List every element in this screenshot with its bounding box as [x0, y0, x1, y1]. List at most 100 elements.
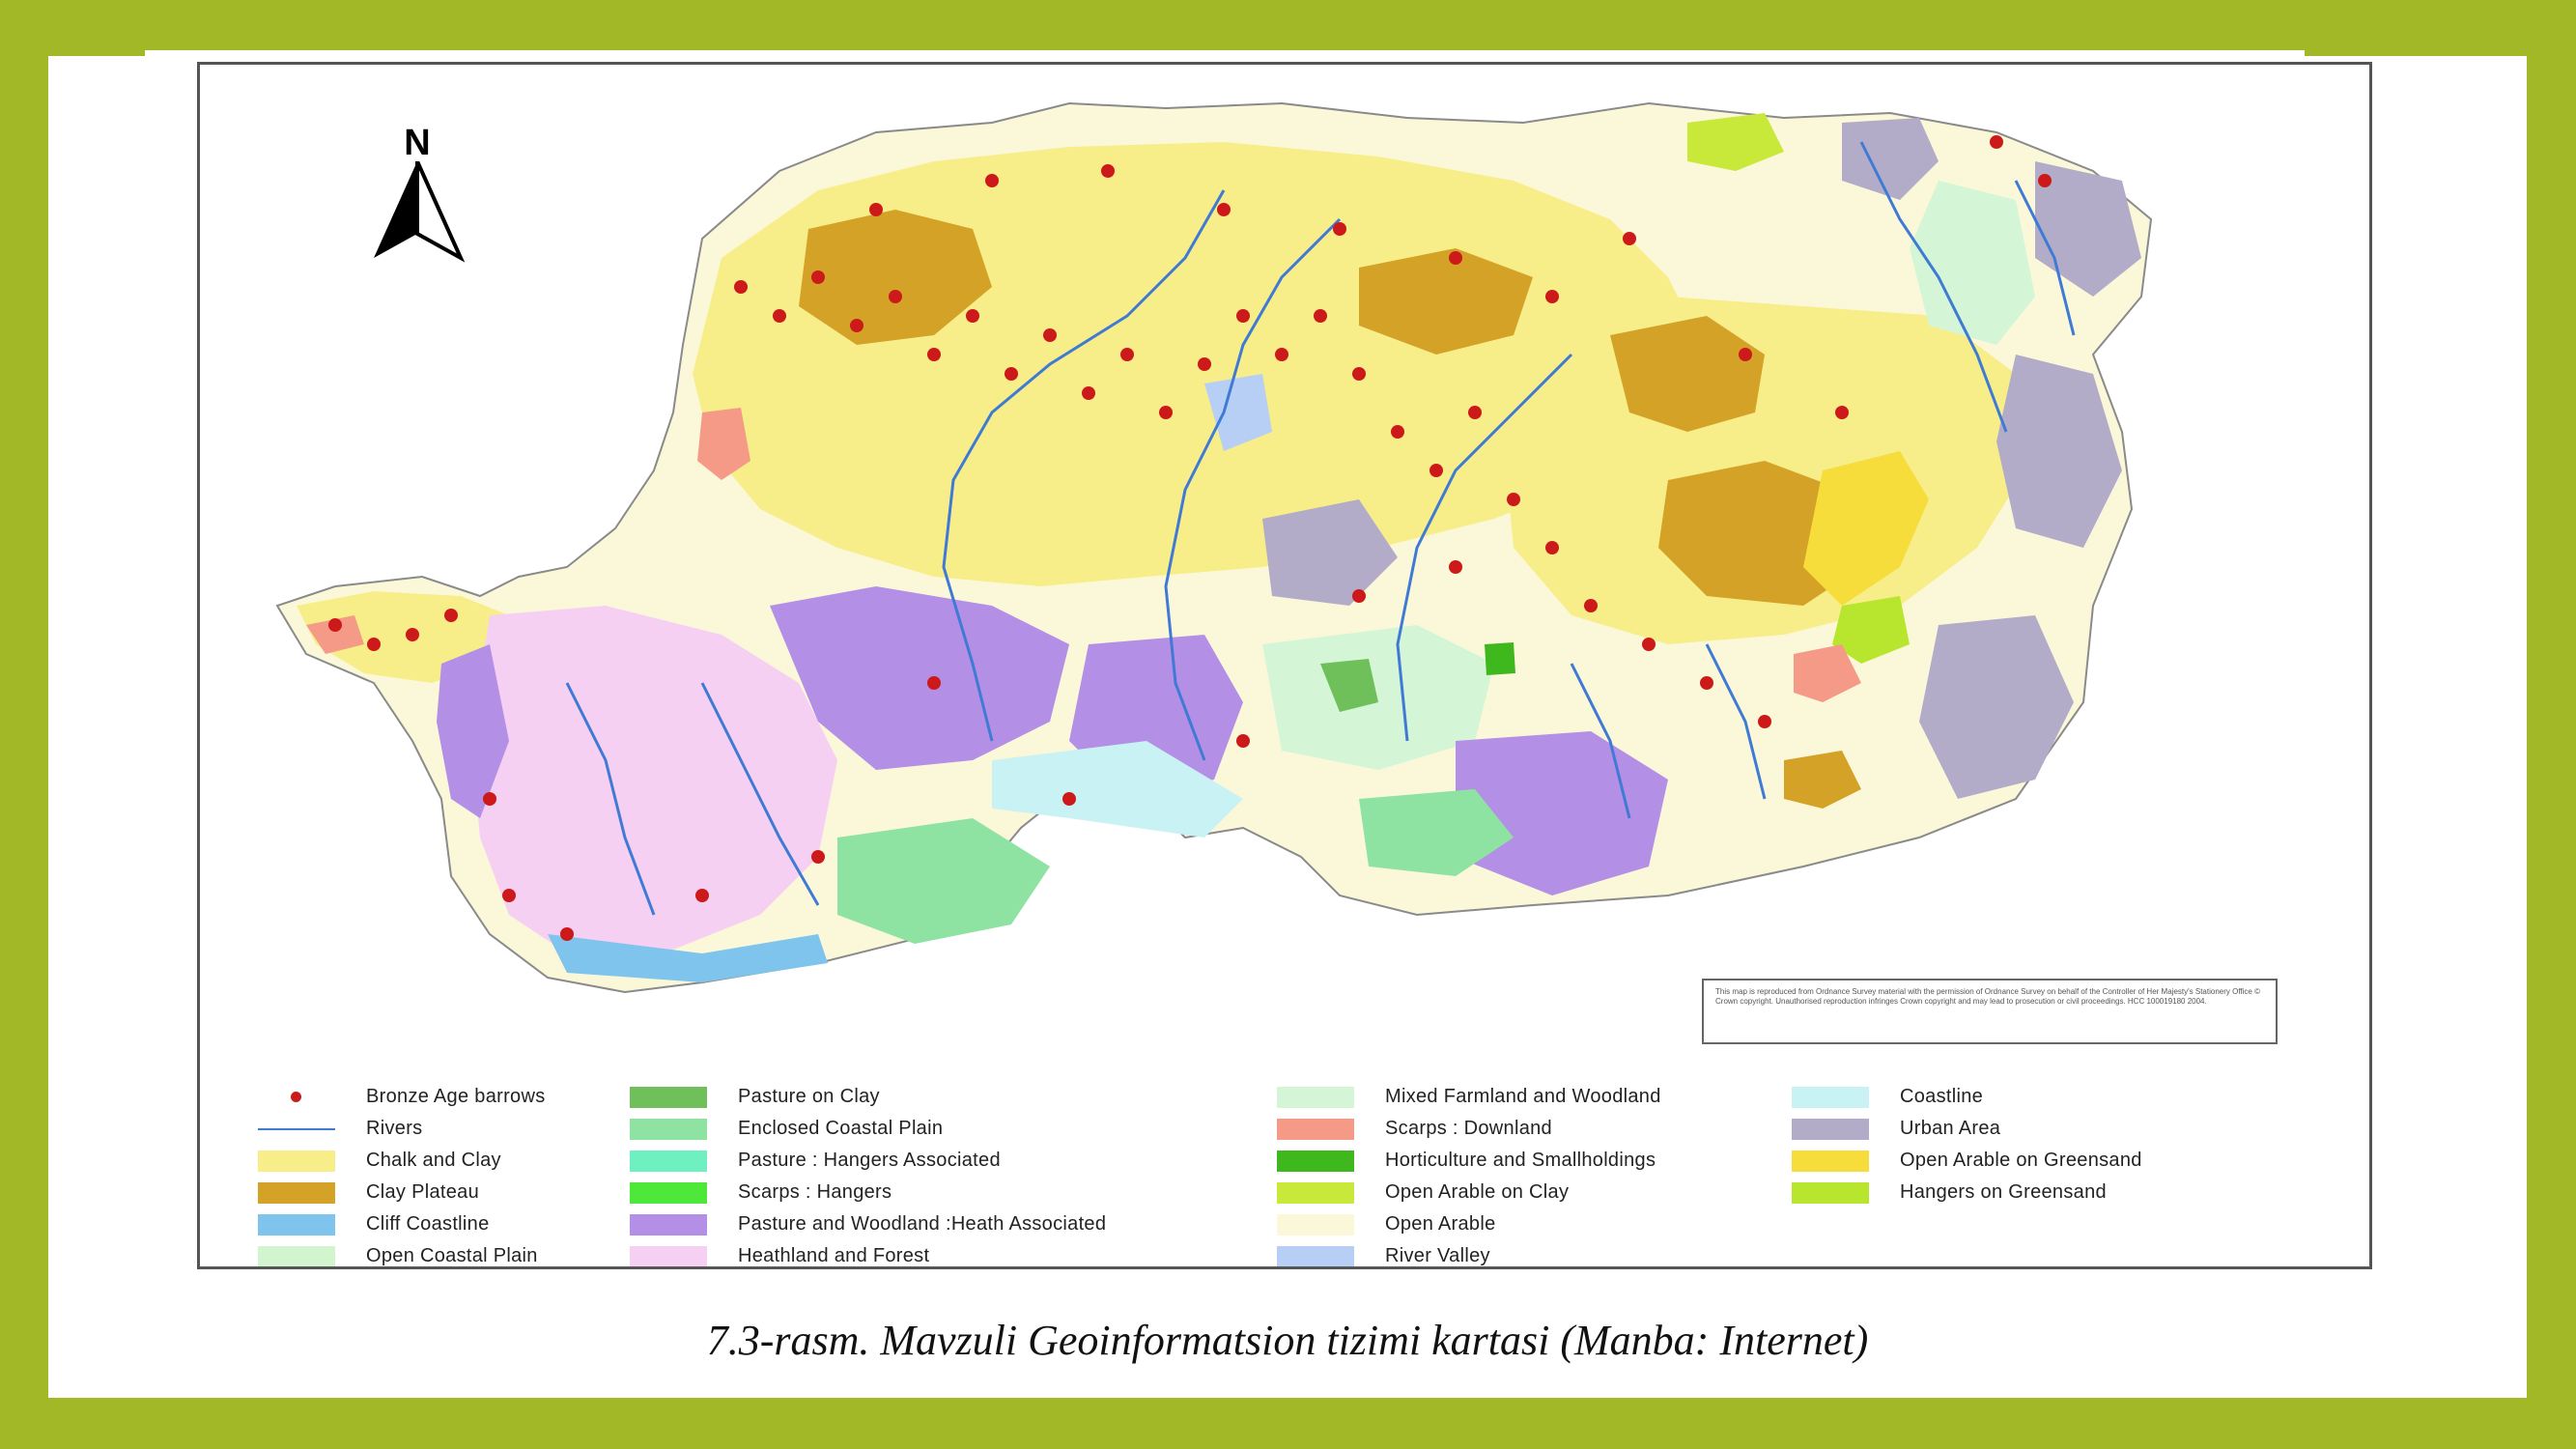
legend-swatch [258, 1213, 335, 1236]
zone-river-valley [1204, 374, 1272, 451]
barrow-point [444, 609, 458, 622]
barrow-point [1082, 386, 1095, 400]
barrow-point [1198, 357, 1211, 371]
figure-caption: 7.3-rasm. Mavzuli Geoinformatsion tizimi… [706, 1317, 1869, 1364]
river [565, 682, 656, 916]
barrow-point [985, 174, 999, 187]
legend-swatch [258, 1119, 335, 1140]
zone-open-arable-on-clay [1687, 113, 1784, 171]
legend-swatch [1277, 1118, 1354, 1140]
legend-item: Pasture and Woodland :Heath Associated [630, 1208, 1106, 1240]
map-canvas [275, 101, 2153, 994]
barrow-point [1314, 309, 1327, 323]
legend-label: Rivers [366, 1118, 423, 1139]
legend-label: Scarps : Downland [1385, 1118, 1552, 1139]
barrow-point [1545, 541, 1559, 554]
barrow-point [1739, 348, 1752, 361]
zone-enclosed-coastal-plain [837, 818, 1050, 944]
zone-mixed-farmland [1910, 181, 2035, 345]
river [1705, 643, 1767, 800]
barrow-point [1159, 406, 1173, 419]
legend-label: Hangers on Greensand [1900, 1181, 2107, 1203]
zone-pasture-woodland-heath [437, 644, 509, 818]
barrow-point [1835, 406, 1849, 419]
legend-swatch [258, 1245, 335, 1266]
north-label: N [404, 123, 431, 163]
legend-label: Chalk and Clay [366, 1150, 501, 1171]
barrow-point [889, 290, 902, 303]
zone-urban-area [1842, 118, 1939, 200]
legend-item: Enclosed Coastal Plain [630, 1113, 1106, 1145]
legend-swatch [630, 1150, 707, 1172]
zone-pasture-woodland-heath [1456, 731, 1668, 895]
zone-heathland-and-forest [470, 606, 837, 953]
legend-item: Chalk and Clay [258, 1145, 546, 1177]
legend-label: Urban Area [1900, 1118, 2001, 1139]
barrow-point [927, 676, 941, 690]
legend-item: Scarps : Downland [1277, 1113, 1661, 1145]
barrow-point [927, 348, 941, 361]
legend-label: Bronze Age barrows [366, 1086, 546, 1107]
barrow-point [406, 628, 419, 641]
legend-swatch [630, 1245, 707, 1266]
legend-item: Hangers on Greensand [1792, 1177, 2142, 1208]
barrow-point [1623, 232, 1636, 245]
barrow-point [734, 280, 748, 294]
legend-item: Open Coastal Plain [258, 1240, 546, 1266]
barrow-point [695, 889, 709, 902]
zone-enclosed-coastal-plain [1359, 789, 1514, 876]
legend-item: Coastline [1792, 1081, 2142, 1113]
zone-urban-area [1996, 355, 2122, 548]
legend-swatch [1277, 1245, 1354, 1266]
legend-label: Pasture and Woodland :Heath Associated [738, 1213, 1107, 1235]
legend-label: River Valley [1385, 1245, 1490, 1266]
legend-label: Open Arable on Greensand [1900, 1150, 2142, 1171]
legend-item: Pasture on Clay [630, 1081, 1106, 1113]
legend-label: Pasture on Clay [738, 1086, 880, 1107]
barrow-point [1584, 599, 1598, 612]
barrow-point [1642, 638, 1656, 651]
barrow-point [1043, 328, 1057, 342]
barrow-point [560, 927, 574, 941]
zone-pasture-woodland-heath [770, 586, 1069, 770]
legend-swatch [630, 1086, 707, 1108]
barrow-point [1062, 792, 1076, 806]
zone-urban-area [2035, 161, 2141, 297]
barrow-point [1449, 251, 1462, 265]
slide-corner-accent [48, 50, 145, 56]
barrow-point [1990, 135, 2003, 149]
legend-swatch [1792, 1086, 1869, 1108]
barrow-point [1449, 560, 1462, 574]
barrow-point [1236, 734, 1250, 748]
legend-label: Mixed Farmland and Woodland [1385, 1086, 1661, 1107]
legend-label: Cliff Coastline [366, 1213, 490, 1235]
barrow-point [1700, 676, 1713, 690]
barrow-point [1101, 164, 1115, 178]
legend-swatch [1277, 1181, 1354, 1204]
barrow-point [1275, 348, 1288, 361]
barrow-point [1352, 589, 1366, 603]
barrow-point [328, 618, 342, 632]
river [942, 189, 1226, 742]
barrow-point [1236, 309, 1250, 323]
legend-column: Bronze Age barrows Rivers Chalk and Clay Cl… [258, 1081, 546, 1266]
legend-swatch [1277, 1150, 1354, 1172]
legend-item: Mixed Farmland and Woodland [1277, 1081, 1661, 1113]
barrow-point [811, 270, 825, 284]
zone-cliff-coastline [548, 934, 828, 982]
legend-label: Enclosed Coastal Plain [738, 1118, 944, 1139]
barrow-point [773, 309, 786, 323]
zone-hangers-on-greensand [1832, 596, 1910, 664]
slide: N This map is reproduced from Ordnance S… [48, 50, 2527, 1398]
zone-urban-area [1262, 499, 1398, 606]
barrow-point [1352, 367, 1366, 381]
zone-clay-plateau [1784, 751, 1861, 809]
zone-clay-plateau [1359, 248, 1533, 355]
zone-clay-plateau [1610, 316, 1765, 432]
copyright-notice: This map is reproduced from Ordnance Sur… [1702, 979, 2278, 1044]
legend-label: Pasture : Hangers Associated [738, 1150, 1001, 1171]
legend-item: Urban Area [1792, 1113, 2142, 1145]
legend-swatch [1277, 1213, 1354, 1236]
legend-swatch [258, 1087, 335, 1108]
river [1570, 663, 1631, 819]
